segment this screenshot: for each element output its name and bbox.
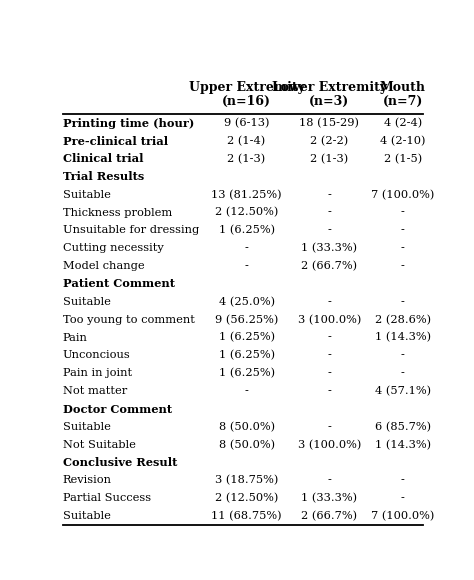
Text: -: - bbox=[328, 368, 331, 378]
Text: 4 (57.1%): 4 (57.1%) bbox=[374, 386, 431, 396]
Text: 4 (2-4): 4 (2-4) bbox=[383, 118, 422, 128]
Text: Suitable: Suitable bbox=[63, 297, 111, 307]
Text: Model change: Model change bbox=[63, 261, 145, 271]
Text: Clinical trial: Clinical trial bbox=[63, 154, 144, 164]
Text: Pain in joint: Pain in joint bbox=[63, 368, 132, 378]
Text: 2 (12.50%): 2 (12.50%) bbox=[215, 208, 278, 218]
Text: 1 (33.3%): 1 (33.3%) bbox=[301, 243, 357, 253]
Text: (n=7): (n=7) bbox=[383, 95, 423, 108]
Text: Upper Extremity: Upper Extremity bbox=[189, 81, 304, 94]
Text: 1 (33.3%): 1 (33.3%) bbox=[301, 493, 357, 503]
Text: 3 (18.75%): 3 (18.75%) bbox=[215, 476, 278, 485]
Text: 8 (50.0%): 8 (50.0%) bbox=[219, 422, 274, 432]
Text: -: - bbox=[328, 297, 331, 307]
Text: Conclusive Result: Conclusive Result bbox=[63, 457, 177, 468]
Text: 4 (2-10): 4 (2-10) bbox=[380, 136, 426, 146]
Text: Trial Results: Trial Results bbox=[63, 171, 144, 182]
Text: 1 (14.3%): 1 (14.3%) bbox=[374, 332, 431, 343]
Text: 2 (28.6%): 2 (28.6%) bbox=[374, 314, 431, 325]
Text: -: - bbox=[245, 261, 248, 271]
Text: Thickness problem: Thickness problem bbox=[63, 208, 172, 218]
Text: (n=3): (n=3) bbox=[309, 95, 349, 108]
Text: -: - bbox=[328, 226, 331, 235]
Text: -: - bbox=[328, 476, 331, 485]
Text: Patient Comment: Patient Comment bbox=[63, 278, 175, 289]
Text: -: - bbox=[328, 332, 331, 343]
Text: 4 (25.0%): 4 (25.0%) bbox=[219, 297, 274, 307]
Text: -: - bbox=[328, 190, 331, 200]
Text: 2 (12.50%): 2 (12.50%) bbox=[215, 493, 278, 503]
Text: 1 (6.25%): 1 (6.25%) bbox=[219, 332, 274, 343]
Text: -: - bbox=[401, 368, 405, 378]
Text: 2 (2-2): 2 (2-2) bbox=[310, 136, 348, 146]
Text: 9 (56.25%): 9 (56.25%) bbox=[215, 314, 278, 325]
Text: -: - bbox=[328, 208, 331, 218]
Text: 1 (6.25%): 1 (6.25%) bbox=[219, 225, 274, 235]
Text: (n=16): (n=16) bbox=[222, 95, 271, 108]
Text: 7 (100.0%): 7 (100.0%) bbox=[371, 511, 434, 521]
Text: -: - bbox=[401, 226, 405, 235]
Text: -: - bbox=[401, 476, 405, 485]
Text: 3 (100.0%): 3 (100.0%) bbox=[298, 440, 361, 450]
Text: 2 (66.7%): 2 (66.7%) bbox=[301, 511, 357, 521]
Text: Not Suitable: Not Suitable bbox=[63, 440, 136, 450]
Text: 1 (6.25%): 1 (6.25%) bbox=[219, 350, 274, 361]
Text: Unconcious: Unconcious bbox=[63, 350, 131, 360]
Text: 2 (66.7%): 2 (66.7%) bbox=[301, 261, 357, 271]
Text: 18 (15-29): 18 (15-29) bbox=[299, 118, 359, 128]
Text: 2 (1-5): 2 (1-5) bbox=[383, 154, 422, 164]
Text: -: - bbox=[328, 350, 331, 360]
Text: 9 (6-13): 9 (6-13) bbox=[224, 118, 269, 128]
Text: 11 (68.75%): 11 (68.75%) bbox=[211, 511, 282, 521]
Text: 3 (100.0%): 3 (100.0%) bbox=[298, 314, 361, 325]
Text: -: - bbox=[401, 208, 405, 218]
Text: Mouth: Mouth bbox=[380, 81, 426, 94]
Text: 1 (14.3%): 1 (14.3%) bbox=[374, 440, 431, 450]
Text: Revision: Revision bbox=[63, 476, 112, 485]
Text: -: - bbox=[401, 243, 405, 253]
Text: 6 (85.7%): 6 (85.7%) bbox=[374, 422, 431, 432]
Text: -: - bbox=[401, 297, 405, 307]
Text: -: - bbox=[245, 243, 248, 253]
Text: Pain: Pain bbox=[63, 332, 88, 343]
Text: 2 (1-3): 2 (1-3) bbox=[228, 154, 266, 164]
Text: Doctor Comment: Doctor Comment bbox=[63, 404, 172, 415]
Text: -: - bbox=[401, 350, 405, 360]
Text: 2 (1-3): 2 (1-3) bbox=[310, 154, 348, 164]
Text: Printing time (hour): Printing time (hour) bbox=[63, 118, 194, 129]
Text: Too young to comment: Too young to comment bbox=[63, 315, 195, 325]
Text: Lower Extremity: Lower Extremity bbox=[272, 81, 387, 94]
Text: Pre-clinical trial: Pre-clinical trial bbox=[63, 136, 168, 147]
Text: Suitable: Suitable bbox=[63, 422, 111, 432]
Text: -: - bbox=[328, 422, 331, 432]
Text: -: - bbox=[245, 386, 248, 396]
Text: 13 (81.25%): 13 (81.25%) bbox=[211, 190, 282, 200]
Text: Suitable: Suitable bbox=[63, 190, 111, 200]
Text: 8 (50.0%): 8 (50.0%) bbox=[219, 440, 274, 450]
Text: Partial Success: Partial Success bbox=[63, 494, 151, 503]
Text: Not matter: Not matter bbox=[63, 386, 127, 396]
Text: -: - bbox=[328, 386, 331, 396]
Text: -: - bbox=[401, 261, 405, 271]
Text: 1 (6.25%): 1 (6.25%) bbox=[219, 368, 274, 378]
Text: Unsuitable for dressing: Unsuitable for dressing bbox=[63, 226, 199, 235]
Text: 2 (1-4): 2 (1-4) bbox=[228, 136, 266, 146]
Text: -: - bbox=[401, 494, 405, 503]
Text: Cutting necessity: Cutting necessity bbox=[63, 243, 164, 253]
Text: 7 (100.0%): 7 (100.0%) bbox=[371, 190, 434, 200]
Text: Suitable: Suitable bbox=[63, 511, 111, 521]
